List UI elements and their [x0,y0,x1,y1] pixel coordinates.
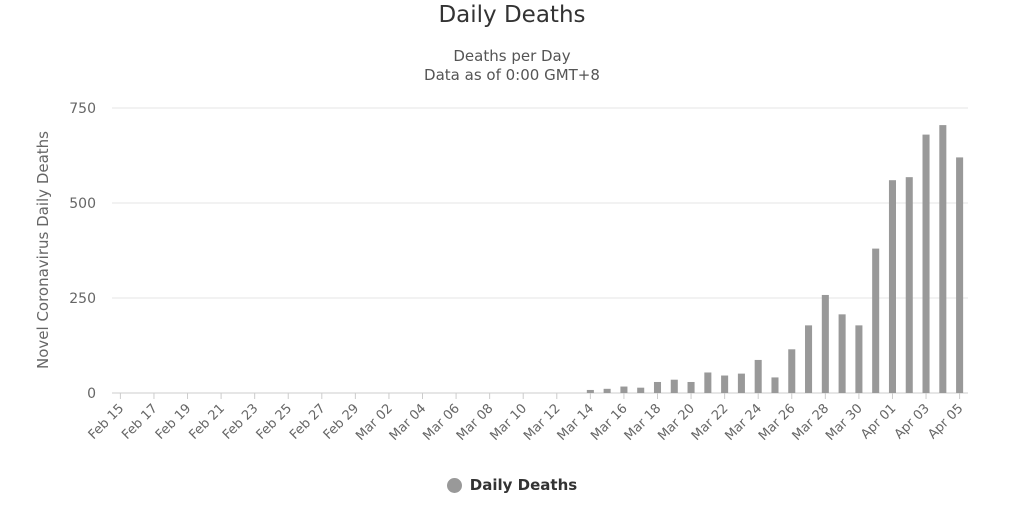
bar[interactable] [687,381,695,393]
bar[interactable] [922,134,930,393]
bar[interactable] [788,349,796,393]
x-tick-label: Apr 01 [858,401,899,442]
x-tick-label: Mar 20 [655,401,698,444]
chart-subtitle-line-2: Data as of 0:00 GMT+8 [424,66,600,84]
legend-label: Daily Deaths [469,476,578,494]
y-tick-label: 500 [69,196,96,212]
x-tick-label: Feb 23 [220,401,262,443]
bar[interactable] [939,125,947,393]
chart-title: Daily Deaths [438,2,586,28]
x-tick-label: Apr 03 [892,401,933,442]
bar[interactable] [670,379,678,393]
bars [586,125,964,393]
x-tick-label: Feb 15 [86,401,128,443]
legend[interactable]: Daily Deaths [0,476,1024,494]
bar[interactable] [704,372,712,393]
x-tick-label: Feb 27 [287,401,329,443]
bar[interactable] [754,359,762,393]
bar[interactable] [737,373,745,393]
x-tick-label: Mar 26 [756,401,799,444]
y-tick-label: 750 [69,101,96,117]
bar[interactable] [637,387,645,393]
y-tick-label: 250 [69,291,96,307]
bar[interactable] [586,389,594,393]
x-tick-label: Mar 18 [622,401,665,444]
x-tick-label: Mar 16 [588,401,631,444]
bar[interactable] [603,388,611,393]
bar[interactable] [620,386,628,393]
y-axis-tick-labels: 0 250 500 750 [69,101,96,402]
bar[interactable] [805,325,813,393]
bar[interactable] [855,325,863,393]
bar[interactable] [956,157,964,393]
x-tick-label: Mar 14 [555,401,598,444]
x-tick-label: Mar 12 [521,401,564,444]
chart-subtitle-line-1: Deaths per Day [453,47,571,65]
x-tick-label: Mar 28 [790,401,833,444]
y-axis-title: Novel Coronavirus Daily Deaths [34,131,52,369]
y-tick-label: 0 [87,386,96,402]
x-tick-label: Feb 19 [153,401,195,443]
bar[interactable] [771,377,779,393]
bar[interactable] [888,180,896,393]
bar[interactable] [653,381,662,393]
x-tick-label: Mar 06 [420,401,463,444]
x-tick-label: Mar 10 [487,401,530,444]
x-tick-label: Mar 24 [722,401,765,444]
x-tick-label: Mar 02 [353,401,396,444]
x-tick-label: Mar 22 [689,401,732,444]
bar[interactable] [872,248,880,393]
x-tick-label: Feb 17 [119,401,161,443]
bar[interactable] [721,375,729,393]
x-tick-label: Feb 21 [186,401,228,443]
bar[interactable] [838,314,846,393]
bar[interactable] [905,177,913,393]
legend-marker-icon [446,477,462,493]
x-tick-label: Mar 08 [454,401,497,444]
x-tick-label: Feb 25 [254,401,296,443]
x-tick-label: Mar 04 [387,401,430,444]
x-tick-label: Mar 30 [823,401,866,444]
x-tick-label: Apr 05 [925,401,966,442]
bar[interactable] [821,294,829,393]
